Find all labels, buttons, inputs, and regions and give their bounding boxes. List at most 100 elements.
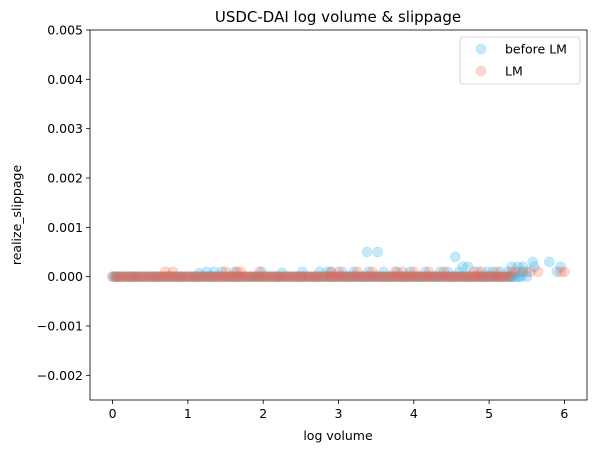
data-point-lm-band [403,271,414,282]
data-point-lm-band [299,271,310,282]
data-point-before-lm-band [265,271,276,282]
x-tick-label: 0 [109,406,117,421]
data-point-lm-band [389,271,401,282]
data-point-before-lm-band [373,271,385,282]
data-point-before-lm-band [181,271,193,282]
data-point-before-lm-band [204,271,215,282]
data-point-before-lm-band [274,271,286,282]
data-point-before-lm-band [457,271,468,282]
data-point-lm-band [378,271,389,282]
data-point-before-lm-band [136,271,148,282]
data-point-before-lm [310,271,322,282]
data-point-lm-band [136,271,148,282]
data-point-lm-band [256,271,267,282]
data-point-lm-band [123,271,134,282]
data-point-before-lm-band [249,271,261,282]
data-point-before-lm [462,261,474,273]
data-point-lm-band [498,271,509,282]
data-point-lm-band [283,271,295,282]
plot-frame [89,29,588,401]
data-point-before-lm [512,261,523,273]
data-point-before-lm-band [270,271,281,282]
data-point-before-lm-band [369,271,380,282]
y-tick-label: 0.001 [47,220,83,235]
data-point-lm-band [206,271,218,282]
data-point-lm-band [430,271,441,282]
data-point-before-lm-band [500,271,511,282]
data-point-lm-band [473,271,484,282]
data-point-before-lm-band [279,271,290,282]
data-point-before-lm-band [459,271,471,282]
data-point-lm-band [353,271,365,282]
data-point-before-lm-band [414,271,426,282]
data-point-before-lm-band [186,271,197,282]
data-point-before-lm [273,271,284,282]
data-point-lm-band [346,271,358,282]
data-point-lm-band [170,271,182,282]
data-point-before-lm-band [428,271,439,282]
data-point-lm-band [276,271,288,282]
data-point-lm-band [416,271,428,282]
data-point-lm-band [315,271,326,282]
data-point-before-lm-band [382,271,394,282]
x-tick-label: 5 [485,406,493,421]
data-point-lm-band [310,271,322,282]
data-point-before-lm-band [267,271,279,282]
x-tick-label: 1 [184,406,192,421]
data-point-before-lm-band [224,271,236,282]
data-point-before-lm-band [177,271,188,282]
data-point-lm-band [457,271,468,282]
legend-marker-lm [475,65,487,77]
data-point-before-lm [348,266,359,277]
data-point-before-lm-band [107,271,118,282]
data-point-before-lm-band [394,271,405,282]
data-point-before-lm [506,271,517,282]
data-point-before-lm-band [283,271,295,282]
data-point-lm-band [236,271,247,282]
data-point-lm-band [109,271,121,282]
data-point-lm-band [254,271,265,282]
data-point-before-lm-band [317,271,328,282]
data-point-lm-band [344,271,356,282]
data-point-lm [517,266,529,277]
data-point-before-lm-band [475,271,487,282]
data-point-before-lm-band [310,271,322,282]
data-point-before-lm-band [114,271,125,282]
data-point-before-lm-band [285,271,297,282]
data-point-before-lm-band [111,271,123,282]
data-point-lm-band [116,271,127,282]
data-point-lm-band [450,271,462,282]
data-point-before-lm-band [355,271,367,282]
data-point-lm-band [441,271,453,282]
data-point-lm-band [412,271,423,282]
data-point-lm-band [425,271,437,282]
data-point-before-lm [276,267,288,278]
data-point-before-lm-band [288,271,299,282]
data-point-before-lm-band [441,271,453,282]
data-point-lm-band [317,271,328,282]
data-point-before-lm-band [446,271,457,282]
data-point-before-lm-band [443,271,455,282]
data-point-before-lm-band [238,271,249,282]
data-point-lm [532,266,544,277]
data-point-before-lm-band [391,271,403,282]
legend: before LM LM [459,36,581,85]
data-point-lm-band [202,271,213,282]
data-point-before-lm-band [482,271,493,282]
data-point-lm-band [466,271,478,282]
data-point-lm [555,266,566,277]
data-point-before-lm-band [116,271,127,282]
data-point-before-lm-band [254,271,265,282]
data-point-lm-band [407,271,419,282]
data-point-before-lm-band [328,271,340,282]
y-tick-label: −0.002 [37,368,83,383]
data-point-lm-band [177,271,188,282]
data-point-before-lm-band [188,271,200,282]
data-point-before-lm [297,266,308,277]
data-point-before-lm [325,271,337,282]
data-point-lm-band [398,271,410,282]
data-point-before-lm [502,266,514,277]
data-point-before-lm-band [236,271,247,282]
data-point-lm-band [471,271,482,282]
data-point-before-lm-band [364,271,376,282]
